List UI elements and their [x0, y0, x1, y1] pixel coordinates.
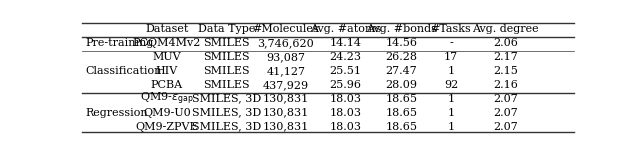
Text: 24.23: 24.23 — [330, 52, 362, 62]
Text: PCQM4Mv2: PCQM4Mv2 — [132, 38, 201, 48]
Text: 2.07: 2.07 — [493, 122, 518, 132]
Text: SMILES, 3D: SMILES, 3D — [192, 108, 261, 118]
Text: 25.51: 25.51 — [330, 66, 362, 76]
Text: PCBA: PCBA — [151, 80, 183, 90]
Text: #Molecules: #Molecules — [253, 24, 319, 34]
Text: 1: 1 — [447, 122, 454, 132]
Text: QM9-$\epsilon_{\mathrm{gap}}$: QM9-$\epsilon_{\mathrm{gap}}$ — [140, 90, 193, 107]
Text: #Tasks: #Tasks — [431, 24, 472, 34]
Text: 18.03: 18.03 — [330, 108, 362, 118]
Text: 18.03: 18.03 — [330, 94, 362, 104]
Text: 18.65: 18.65 — [385, 108, 417, 118]
Text: 3,746,620: 3,746,620 — [257, 38, 314, 48]
Text: 2.07: 2.07 — [493, 94, 518, 104]
Text: 130,831: 130,831 — [262, 122, 309, 132]
Text: 26.28: 26.28 — [385, 52, 417, 62]
Text: Regression: Regression — [85, 108, 148, 118]
Text: SMILES: SMILES — [203, 38, 250, 48]
Text: 14.56: 14.56 — [385, 38, 417, 48]
Text: 41,127: 41,127 — [266, 66, 305, 76]
Text: 18.65: 18.65 — [385, 122, 417, 132]
Text: SMILES: SMILES — [203, 52, 250, 62]
Text: 2.07: 2.07 — [493, 108, 518, 118]
Text: MUV: MUV — [152, 52, 181, 62]
Text: Avg. #atoms: Avg. #atoms — [310, 24, 381, 34]
Text: SMILES: SMILES — [203, 66, 250, 76]
Text: Avg. #bonds: Avg. #bonds — [366, 24, 437, 34]
Text: 17: 17 — [444, 52, 458, 62]
Text: 14.14: 14.14 — [330, 38, 362, 48]
Text: 2.16: 2.16 — [493, 80, 518, 90]
Text: Pre-training: Pre-training — [85, 38, 154, 48]
Text: Classification: Classification — [85, 66, 161, 76]
Text: 2.17: 2.17 — [493, 52, 518, 62]
Text: HIV: HIV — [156, 66, 178, 76]
Text: 2.06: 2.06 — [493, 38, 518, 48]
Text: 1: 1 — [447, 66, 454, 76]
Text: 18.65: 18.65 — [385, 94, 417, 104]
Text: 27.47: 27.47 — [385, 66, 417, 76]
Text: SMILES: SMILES — [203, 80, 250, 90]
Text: 2.15: 2.15 — [493, 66, 518, 76]
Text: 130,831: 130,831 — [262, 108, 309, 118]
Text: SMILES, 3D: SMILES, 3D — [192, 122, 261, 132]
Text: QM9-ZPVE: QM9-ZPVE — [136, 122, 198, 132]
Text: QM9-U0: QM9-U0 — [143, 108, 191, 118]
Text: 92: 92 — [444, 80, 458, 90]
Text: 93,087: 93,087 — [266, 52, 305, 62]
Text: -: - — [449, 38, 453, 48]
Text: 28.09: 28.09 — [385, 80, 417, 90]
Text: 25.96: 25.96 — [330, 80, 362, 90]
Text: 18.03: 18.03 — [330, 122, 362, 132]
Text: 1: 1 — [447, 108, 454, 118]
Text: 437,929: 437,929 — [263, 80, 309, 90]
Text: 1: 1 — [447, 94, 454, 104]
Text: Avg. degree: Avg. degree — [472, 24, 539, 34]
Text: 130,831: 130,831 — [262, 94, 309, 104]
Text: SMILES, 3D: SMILES, 3D — [192, 94, 261, 104]
Text: Data Type: Data Type — [198, 24, 255, 34]
Text: Dataset: Dataset — [145, 24, 189, 34]
